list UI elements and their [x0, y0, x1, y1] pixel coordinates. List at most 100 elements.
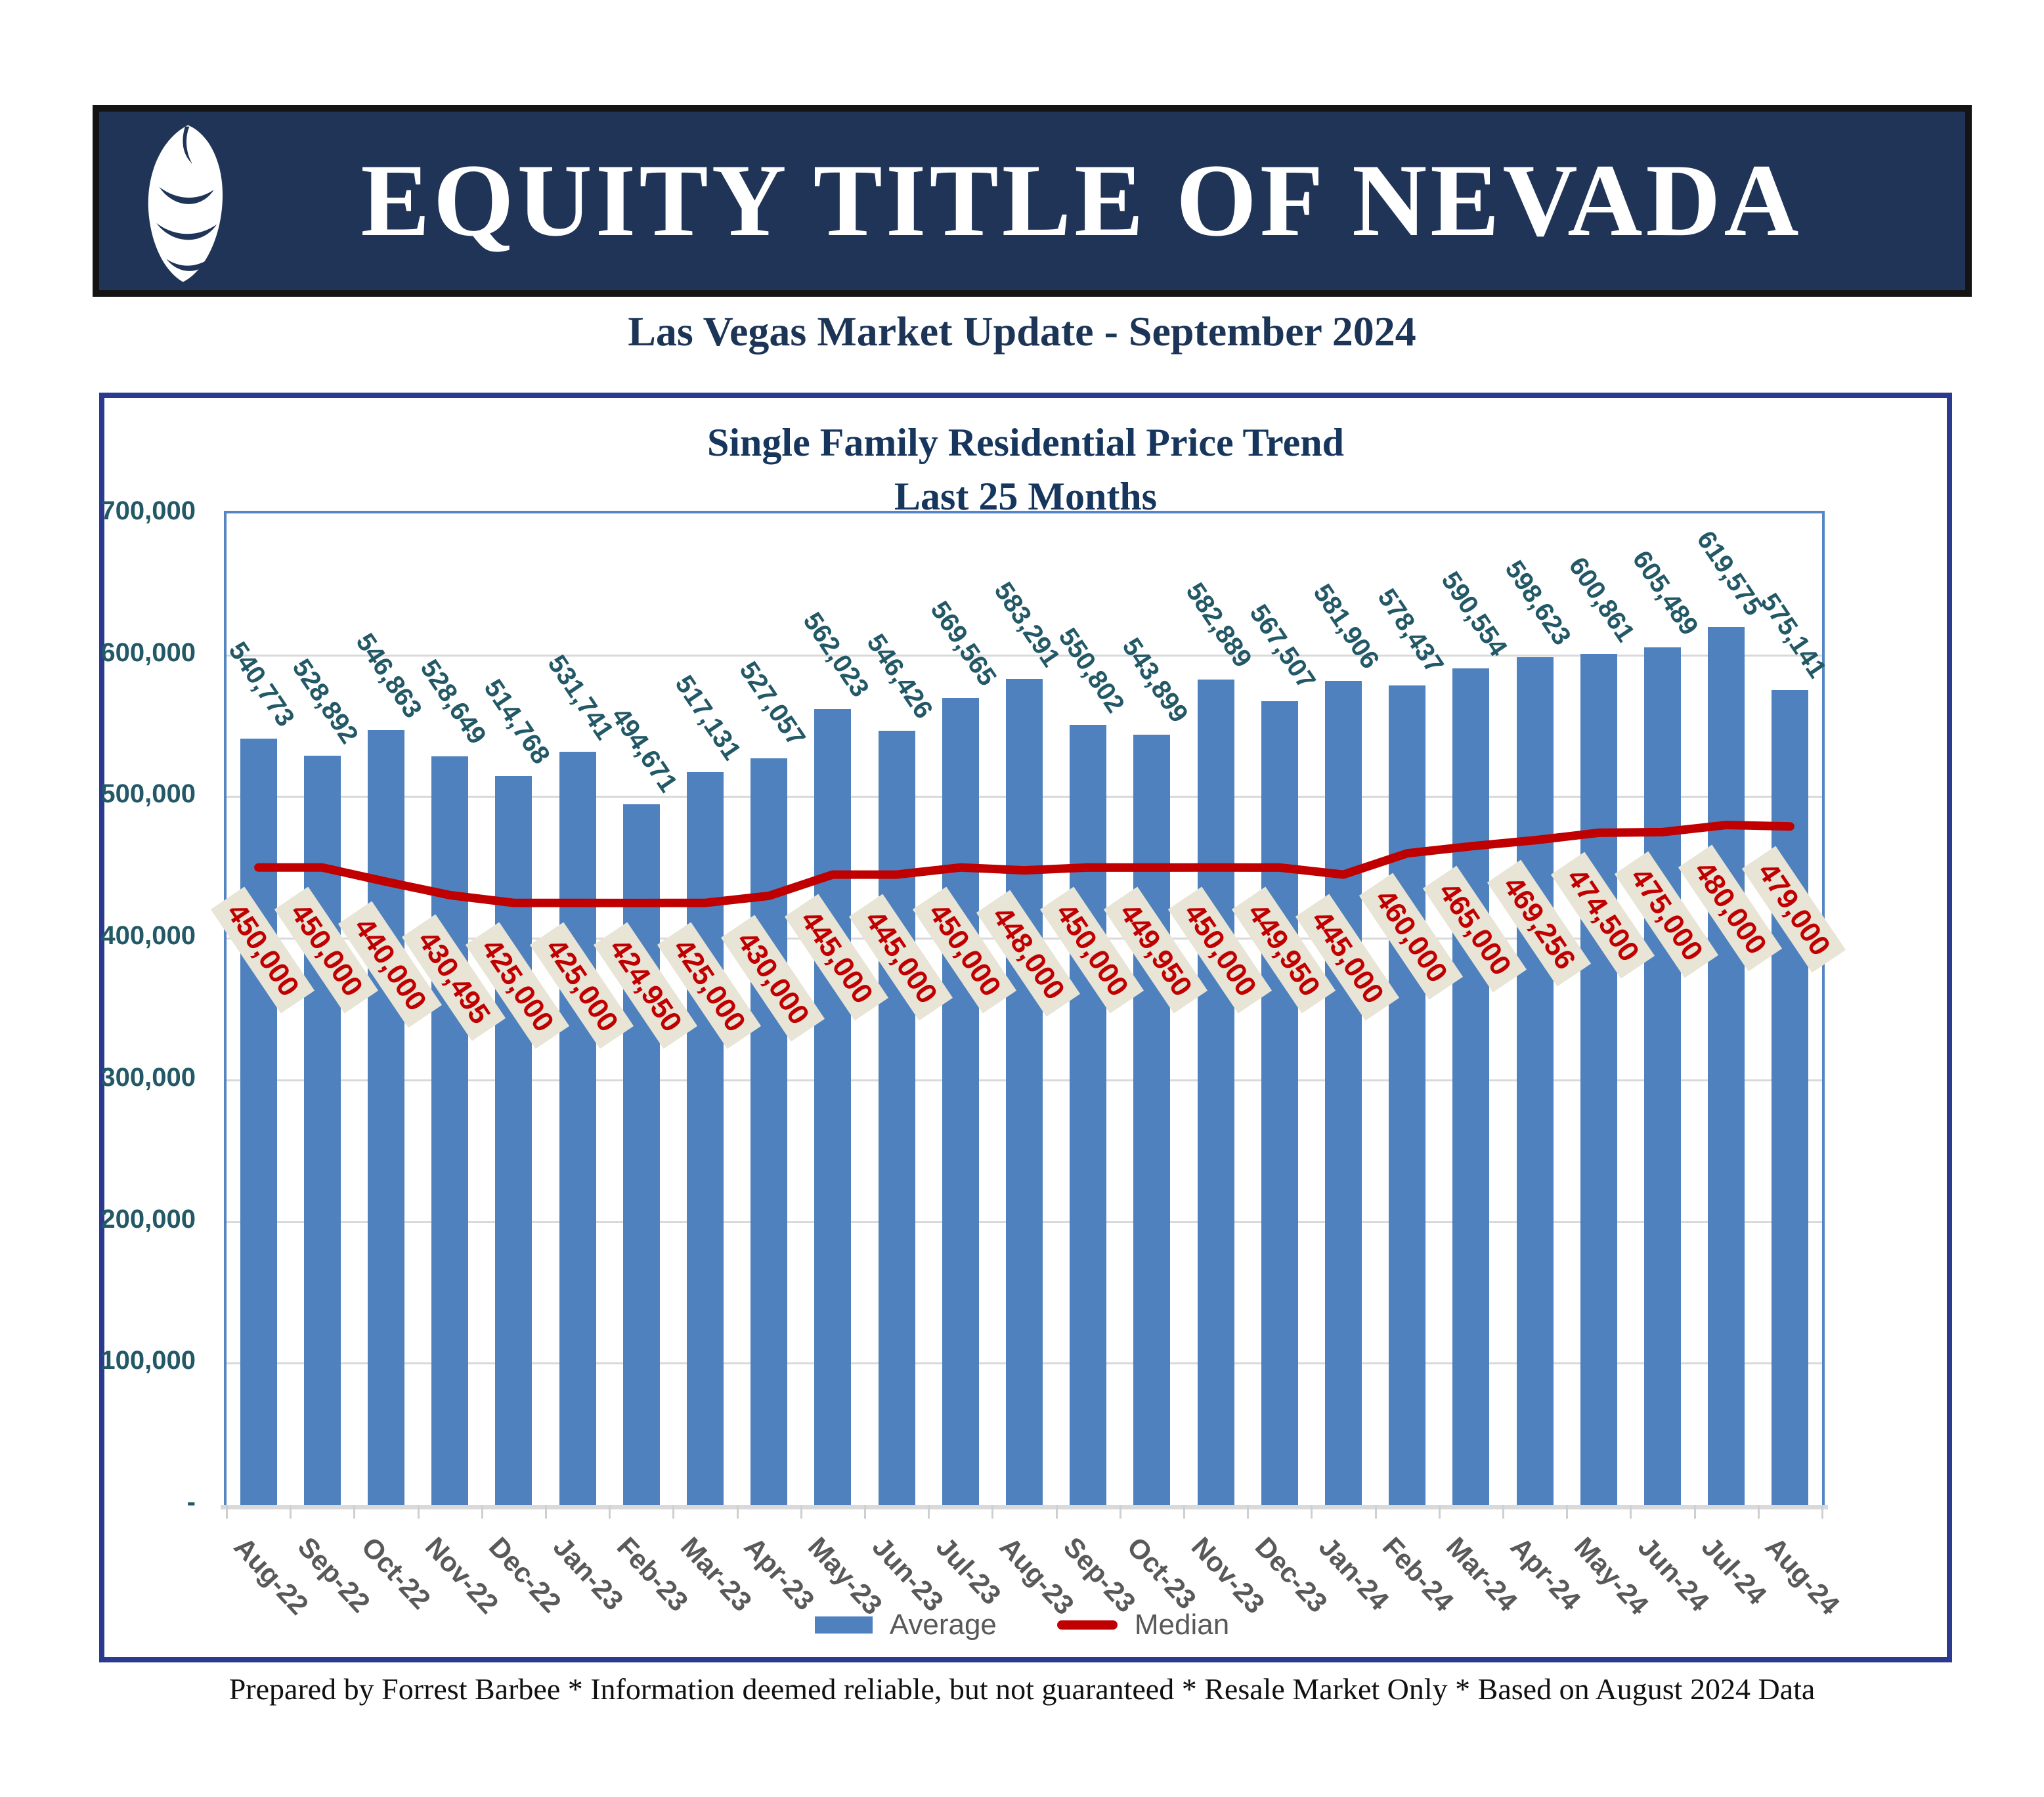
- average-bar-value-label: 575,141: [1754, 588, 1832, 683]
- x-axis-tick: [1374, 1505, 1377, 1519]
- x-axis-tick: [1693, 1505, 1696, 1519]
- average-bar-value-label: 583,291: [988, 576, 1066, 672]
- x-axis-tick: [1757, 1505, 1760, 1519]
- x-axis-tick: [1247, 1505, 1250, 1519]
- average-bar: [814, 708, 852, 1505]
- average-bar-value-label: 546,863: [350, 628, 428, 724]
- average-bar-value-label: 540,773: [223, 637, 300, 732]
- footer-disclaimer: Prepared by Forrest Barbee * Information…: [228, 1672, 1816, 1706]
- x-axis-label: Feb-23: [611, 1531, 695, 1618]
- average-bar-value-label: 582,889: [1180, 577, 1257, 673]
- average-bar: [1006, 678, 1043, 1505]
- average-bar: [1452, 668, 1490, 1505]
- average-bar: [1389, 685, 1426, 1505]
- median-legend-label: Median: [1134, 1609, 1230, 1641]
- average-legend-swatch: [814, 1616, 873, 1634]
- x-axis-tick: [991, 1505, 994, 1519]
- y-axis-label: -: [186, 1488, 196, 1517]
- average-bar: [559, 751, 596, 1505]
- average-bar: [942, 698, 979, 1505]
- average-bar: [431, 756, 469, 1505]
- average-bar: [878, 731, 915, 1505]
- average-bar-value-label: 528,649: [414, 654, 492, 750]
- x-axis-tick: [1566, 1505, 1569, 1519]
- y-axis-label: 600,000: [100, 638, 196, 667]
- average-bar-value-label: 567,507: [1244, 599, 1322, 695]
- x-axis-tick: [1438, 1505, 1441, 1519]
- average-bar: [622, 804, 660, 1505]
- plot-border-left: [224, 513, 227, 1506]
- average-bar: [495, 775, 533, 1505]
- median-legend-swatch: [1056, 1620, 1118, 1630]
- chart-title: Single Family Residential Price Trend: [707, 421, 1344, 464]
- x-axis-tick: [1183, 1505, 1185, 1519]
- company-leaf-logo-icon: [148, 125, 223, 282]
- average-bar-value-label: 546,426: [861, 629, 938, 724]
- x-axis-tick: [800, 1505, 802, 1519]
- x-axis-tick: [736, 1505, 739, 1519]
- average-bar: [1772, 690, 1809, 1505]
- average-bar-value-label: 569,565: [924, 596, 1003, 691]
- gridline: [227, 654, 1822, 657]
- x-axis-tick: [1119, 1505, 1121, 1519]
- average-bar-value-label: 590,554: [1435, 567, 1513, 662]
- y-axis-label: 700,000: [100, 496, 196, 525]
- average-bar-value-label: 578,437: [1372, 584, 1449, 679]
- average-bar: [1644, 647, 1681, 1505]
- header-banner: EQUITY TITLE OF NEVADA: [93, 105, 1972, 297]
- average-bar: [1070, 724, 1107, 1505]
- y-axis-label: 200,000: [100, 1204, 196, 1234]
- x-axis-line: [221, 1505, 1828, 1509]
- y-axis-label: 300,000: [100, 1062, 196, 1092]
- average-bar: [1580, 653, 1617, 1505]
- x-axis-label: Apr-24: [1504, 1531, 1587, 1616]
- x-axis-tick: [226, 1505, 228, 1519]
- x-axis-tick: [1821, 1505, 1823, 1519]
- average-bar: [1708, 627, 1745, 1505]
- x-axis-tick: [928, 1505, 930, 1519]
- company-name: EQUITY TITLE OF NEVADA: [360, 143, 1802, 258]
- x-axis-label: Aug-24: [1760, 1531, 1846, 1621]
- average-bar: [687, 772, 724, 1505]
- report-subtitle: Las Vegas Market Update - September 2024: [628, 308, 1416, 355]
- average-legend-label: Average: [889, 1609, 997, 1641]
- average-bar: [1516, 657, 1554, 1505]
- x-axis-tick: [864, 1505, 866, 1519]
- x-axis-label: Feb-24: [1376, 1531, 1460, 1618]
- x-axis-tick: [1055, 1505, 1058, 1519]
- average-bar-value-label: 517,131: [669, 670, 747, 766]
- average-bar-value-label: 527,057: [733, 657, 811, 752]
- y-axis-label: 100,000: [100, 1346, 196, 1375]
- x-axis-tick: [609, 1505, 611, 1519]
- average-bar: [240, 739, 277, 1505]
- x-axis-tick: [353, 1505, 356, 1519]
- average-bar-value-label: 514,768: [478, 674, 555, 769]
- x-axis-label: Apr-23: [738, 1531, 821, 1616]
- average-bar: [368, 730, 404, 1505]
- x-axis-label: Mar-23: [674, 1531, 758, 1618]
- average-bar-value-label: 531,741: [542, 649, 619, 745]
- x-axis-tick: [1311, 1505, 1313, 1519]
- average-bar: [1261, 701, 1298, 1505]
- average-bar-value-label: 528,892: [286, 654, 364, 749]
- average-bar: [1325, 680, 1362, 1505]
- average-bar: [303, 756, 341, 1505]
- x-axis-tick: [290, 1505, 292, 1519]
- x-axis-tick: [481, 1505, 483, 1519]
- average-bar-value-label: 494,671: [605, 702, 684, 798]
- average-bar: [750, 758, 788, 1505]
- chart-legend: Average Median: [0, 1609, 2044, 1641]
- x-axis-tick: [545, 1505, 547, 1519]
- average-bar: [1197, 679, 1234, 1505]
- average-bar-value-label: 550,802: [1053, 622, 1130, 718]
- x-axis-tick: [1502, 1505, 1504, 1519]
- x-axis-tick: [1630, 1505, 1632, 1519]
- plot-border-top: [224, 511, 1825, 513]
- x-axis-tick: [417, 1505, 420, 1519]
- y-axis-label: 500,000: [100, 779, 196, 809]
- y-axis-label: 400,000: [100, 921, 196, 951]
- plot-border-right: [1822, 513, 1825, 1506]
- x-axis-tick: [672, 1505, 675, 1519]
- x-axis-label: Mar-24: [1441, 1531, 1524, 1618]
